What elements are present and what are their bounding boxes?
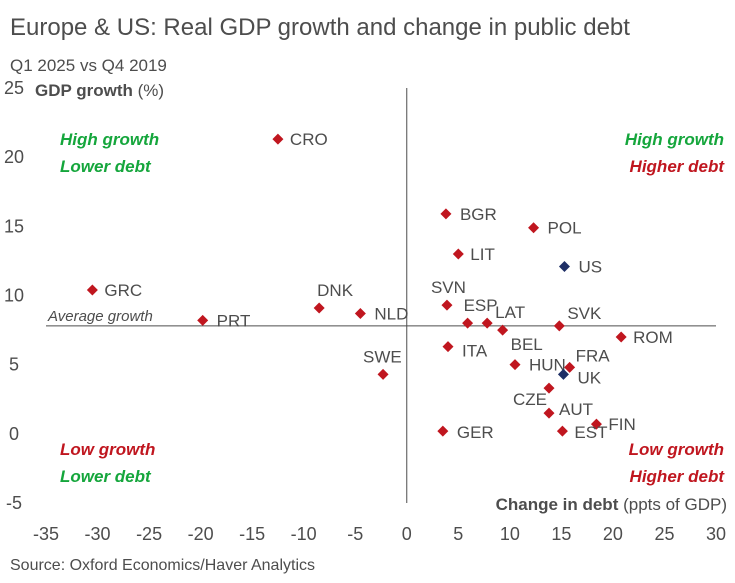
- average-growth-label: Average growth: [47, 308, 153, 325]
- x-tick-label: 15: [551, 524, 571, 544]
- y-tick-label: 25: [4, 78, 24, 98]
- point-esp: [462, 317, 474, 329]
- point-label-svk: SVK: [567, 304, 602, 323]
- y-tick-label: 20: [4, 147, 24, 167]
- x-tick-label: -35: [33, 524, 59, 544]
- point-label-fra: FRA: [576, 346, 611, 365]
- source-note: Source: Oxford Economics/Haver Analytics: [10, 557, 316, 574]
- x-tick-label: -25: [136, 524, 162, 544]
- point-label-cze: CZE: [513, 390, 547, 409]
- point-label-ita: ITA: [462, 342, 488, 361]
- point-bgr: [440, 208, 452, 220]
- point-us: [558, 260, 570, 272]
- point-label-bgr: BGR: [460, 205, 497, 224]
- point-label-fin: FIN: [608, 415, 635, 434]
- quadrant-label-top-right: Higher debt: [630, 157, 726, 176]
- x-tick-label: -5: [347, 524, 363, 544]
- x-tick-label: 10: [500, 524, 520, 544]
- point-swe: [377, 368, 389, 380]
- point-est: [556, 425, 568, 437]
- x-tick-label: 25: [654, 524, 674, 544]
- point-grc: [86, 284, 98, 296]
- point-label-prt: PRT: [217, 311, 251, 330]
- y-tick-label: -5: [6, 493, 22, 513]
- point-rom: [615, 331, 627, 343]
- x-tick-label: -10: [291, 524, 317, 544]
- point-label-ger: GER: [457, 423, 494, 442]
- x-tick-label: -20: [188, 524, 214, 544]
- point-label-bel: BEL: [511, 335, 543, 354]
- point-hun: [509, 359, 521, 371]
- point-label-swe: SWE: [363, 347, 402, 366]
- x-tick-label: -30: [85, 524, 111, 544]
- quadrant-label-bottom-left: Low growth: [60, 440, 155, 459]
- x-tick-label: -15: [239, 524, 265, 544]
- point-label-esp: ESP: [464, 296, 498, 315]
- chart-subtitle: Q1 2025 vs Q4 2019: [10, 56, 167, 75]
- point-label-hun: HUN: [529, 356, 566, 375]
- point-lit: [452, 248, 464, 260]
- quadrant-label-bottom-right: Low growth: [629, 440, 724, 459]
- point-aut: [543, 407, 555, 419]
- quadrant-label-top-left: High growth: [60, 130, 159, 149]
- point-fra: [564, 361, 576, 373]
- point-uk: [557, 368, 569, 380]
- point-label-dnk: DNK: [317, 281, 354, 300]
- point-label-est: EST: [574, 423, 607, 442]
- point-svk: [553, 320, 565, 332]
- y-tick-label: 10: [4, 286, 24, 306]
- point-svn: [441, 299, 453, 311]
- quadrant-label-bottom-right: Higher debt: [630, 467, 726, 486]
- quadrant-label-top-right: High growth: [625, 130, 724, 149]
- x-tick-label: 30: [706, 524, 726, 544]
- point-cro: [272, 133, 284, 145]
- x-tick-label: 0: [402, 524, 412, 544]
- point-label-lit: LIT: [470, 245, 495, 264]
- y-tick-label: 15: [4, 216, 24, 236]
- point-nld: [354, 307, 366, 319]
- point-label-rom: ROM: [633, 328, 673, 347]
- point-lat: [481, 317, 493, 329]
- point-label-cro: CRO: [290, 130, 328, 149]
- point-label-grc: GRC: [104, 281, 142, 300]
- point-label-uk: UK: [577, 368, 601, 387]
- point-dnk: [313, 302, 325, 314]
- point-prt: [197, 314, 209, 326]
- point-label-lat: LAT: [495, 303, 525, 322]
- quadrant-label-top-left: Lower debt: [60, 157, 152, 176]
- x-axis-title: Change in debt (ppts of GDP): [496, 495, 727, 514]
- point-label-aut: AUT: [559, 400, 593, 419]
- chart-title: Europe & US: Real GDP growth and change …: [10, 14, 630, 41]
- point-bel: [497, 324, 509, 336]
- point-label-nld: NLD: [374, 304, 408, 323]
- y-tick-label: 0: [9, 424, 19, 444]
- point-fin: [590, 418, 602, 430]
- quadrant-label-bottom-left: Lower debt: [60, 467, 152, 486]
- point-ita: [442, 341, 454, 353]
- x-tick-label: 5: [453, 524, 463, 544]
- point-label-us: US: [578, 257, 602, 276]
- point-label-svn: SVN: [431, 278, 466, 297]
- point-label-pol: POL: [548, 219, 582, 238]
- point-cze: [543, 382, 555, 394]
- point-pol: [528, 222, 540, 234]
- x-tick-label: 20: [603, 524, 623, 544]
- y-tick-label: 5: [9, 355, 19, 375]
- y-axis-title: GDP growth (%): [35, 81, 164, 100]
- point-ger: [437, 425, 449, 437]
